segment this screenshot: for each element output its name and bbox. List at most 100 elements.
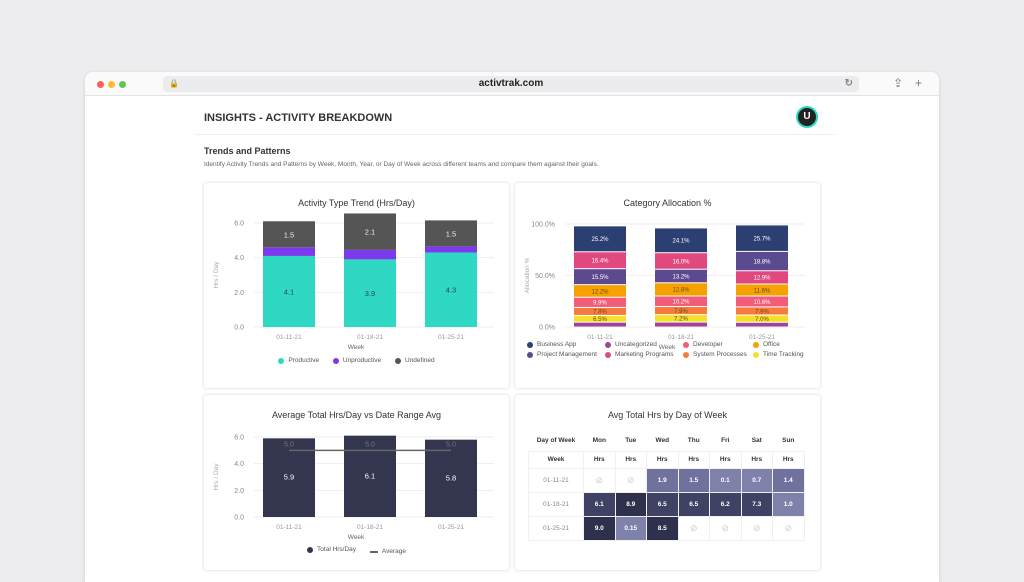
section-description: Identify Activity Trends and Patterns by…	[204, 161, 599, 168]
bar-segment	[655, 269, 707, 283]
y-tick-label: 100.0%	[531, 222, 555, 229]
column-header: Fri	[721, 437, 730, 445]
legend-item[interactable]: Marketing Programs	[605, 351, 683, 358]
y-tick-label: 0.0	[234, 515, 244, 522]
heatmap-cell[interactable]: 9.0	[583, 515, 616, 541]
y-tick-label: 6.0	[234, 221, 244, 228]
legend-unproductive[interactable]: Unproductive	[332, 357, 382, 364]
share-icon[interactable]: ⇪	[893, 76, 904, 90]
bar-segment	[655, 296, 707, 307]
heatmap-cell[interactable]: 0.1	[709, 467, 742, 493]
chart-legend: Productive Unproductive Undefined	[204, 357, 509, 366]
data-label: 24.1%	[672, 239, 690, 245]
heatmap-cell[interactable]: 1.0	[772, 491, 805, 517]
data-label: 10.6%	[753, 300, 771, 306]
legend-item[interactable]: Uncategorized	[605, 341, 683, 348]
legend-undefined[interactable]: Undefined	[395, 357, 435, 364]
data-label: 10.2%	[672, 300, 690, 306]
heatmap-cell[interactable]: 1.5	[677, 467, 710, 493]
bar-segment	[736, 315, 788, 322]
heatmap-cell[interactable]: 8.5	[646, 515, 679, 541]
heatmap-cell[interactable]: 6.5	[677, 491, 710, 517]
legend-swatch	[278, 357, 285, 364]
data-label: 9.9%	[593, 301, 607, 307]
x-axis-label: Week	[659, 344, 676, 351]
chart-legend: Business App Uncategorized Developer Office…	[527, 341, 823, 358]
legend-total-hrs[interactable]: Total Hrs/Day	[307, 546, 356, 553]
bar-segment-productive	[263, 255, 315, 327]
legend-label: Office	[763, 341, 780, 348]
legend-average[interactable]: Average	[369, 548, 406, 555]
legend-item[interactable]: Project Management	[527, 351, 605, 358]
data-label: 6.1	[365, 471, 375, 480]
activity-type-trend-card: Activity Type Trend (Hrs/Day) 0.0 2.0 4.0 6…	[204, 183, 509, 388]
bar	[263, 438, 315, 517]
column-subheader: Hrs	[677, 450, 710, 469]
heatmap-cell[interactable]: 7.3	[740, 491, 773, 517]
chart-title: Category Allocation %	[623, 198, 712, 208]
avatar[interactable]: U	[796, 106, 818, 128]
heatmap-table: Day of Week Mon Tue Wed Thu Fri Sat Sun Week Hrs H…	[528, 431, 805, 541]
y-axis-label: Hrs / Day	[213, 463, 220, 491]
browser-window: 🔒 activtrak.com ↻ ⇪ + INSIGHTS - ACTIVIT…	[85, 72, 939, 582]
heatmap-cell[interactable]: 0.15	[614, 515, 647, 541]
bar-segment	[655, 228, 707, 253]
average-total-hrs-chart: 0.0 2.0 4.0 6.0 01-11-21 01-18-21 01-25-21 Week…	[213, 435, 494, 541]
legend-label: Marketing Programs	[615, 351, 674, 358]
average-label: 5.0	[284, 441, 294, 448]
legend-swatch	[307, 546, 314, 553]
y-tick-label: 50.0%	[535, 273, 555, 280]
close-window-button[interactable]	[97, 81, 104, 88]
bar-segment-unproductive	[344, 249, 396, 260]
data-label: 25.7%	[753, 236, 771, 242]
heatmap-cell[interactable]: 6.5	[646, 491, 679, 517]
bar-segment	[736, 271, 788, 284]
legend-label: Unproductive	[342, 357, 382, 364]
data-label: 7.8%	[593, 310, 607, 316]
heatmap-cell[interactable]: 0.7	[740, 467, 773, 493]
bar-segment	[574, 297, 626, 307]
new-tab-icon[interactable]: +	[915, 76, 923, 90]
heatmap-cell[interactable]: 1.9	[646, 467, 679, 493]
lock-icon: 🔒	[169, 79, 179, 88]
column-subheader: Hrs	[646, 450, 679, 469]
x-tick-label: 01-25-21	[438, 524, 464, 531]
legend-productive[interactable]: Productive	[278, 357, 319, 364]
column-header: Tue	[625, 437, 637, 445]
bar-segment	[736, 251, 788, 271]
bar-segment-undefined	[344, 213, 396, 250]
legend-label: Business App	[537, 341, 577, 348]
heatmap-cell[interactable]: 6.1	[583, 491, 616, 517]
x-tick-label: 01-25-21	[438, 334, 464, 341]
x-axis-label: Week	[348, 344, 365, 351]
heatmap-cell[interactable]: 1.4	[772, 467, 805, 493]
legend-item[interactable]: Developer	[683, 341, 753, 348]
legend-item[interactable]: Business App	[527, 341, 605, 348]
legend-label: Total Hrs/Day	[317, 546, 357, 553]
x-tick-label: 01-18-21	[357, 524, 383, 531]
chart-legend: Total Hrs/Day Average	[204, 546, 509, 555]
reload-icon[interactable]: ↻	[844, 78, 853, 89]
maximize-window-button[interactable]	[119, 81, 126, 88]
bar-segment-productive	[425, 252, 477, 327]
address-bar[interactable]: 🔒 activtrak.com ↻	[163, 76, 859, 92]
browser-toolbar: 🔒 activtrak.com ↻ ⇪ +	[85, 72, 939, 96]
corner-label: Day of Week	[536, 437, 576, 445]
legend-item[interactable]: System Processes	[683, 351, 753, 358]
week-label: 01-11-21	[528, 467, 584, 493]
heatmap-cell[interactable]: 8.9	[614, 491, 647, 517]
y-tick-label: 2.0	[234, 488, 244, 495]
legend-item[interactable]: Office	[753, 341, 823, 348]
x-tick-label: 01-11-21	[276, 524, 302, 531]
no-data-icon: ⊘	[614, 467, 647, 493]
data-label: 1.5	[284, 230, 294, 239]
data-label: 7.2%	[674, 317, 688, 323]
x-tick-label: 01-11-21	[276, 334, 302, 341]
minimize-window-button[interactable]	[108, 81, 115, 88]
bar-segment	[574, 269, 626, 285]
average-label: 5.0	[446, 441, 456, 448]
bar-segment-unproductive	[263, 247, 315, 256]
heatmap-cell[interactable]: 6.2	[709, 491, 742, 517]
legend-item[interactable]: Time Tracking	[753, 351, 823, 358]
chart-title: Average Total Hrs/Day vs Date Range Avg	[271, 410, 442, 420]
